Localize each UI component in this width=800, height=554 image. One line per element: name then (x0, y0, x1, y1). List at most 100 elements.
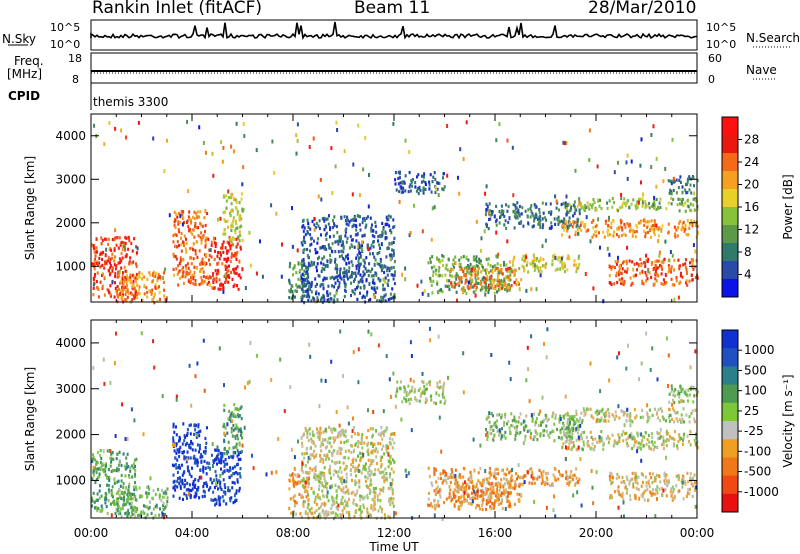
data-cell (309, 432, 312, 436)
data-cell (432, 279, 435, 283)
data-cell (692, 267, 695, 271)
data-cell (110, 469, 113, 474)
data-cell (370, 274, 373, 278)
data-cell (526, 260, 529, 264)
data-cell (375, 230, 378, 234)
data-cell (350, 473, 352, 477)
data-cell (331, 453, 334, 457)
data-cell (493, 214, 496, 218)
data-cell (347, 456, 350, 460)
data-cell (506, 494, 509, 498)
data-cell (234, 206, 237, 210)
data-cell (235, 463, 238, 467)
data-cell (308, 427, 311, 431)
data-cell (121, 274, 124, 278)
data-cell (92, 473, 95, 477)
data-cell (235, 245, 238, 249)
data-cell (190, 230, 193, 235)
data-cell (180, 231, 183, 235)
data-cell (573, 473, 576, 477)
data-cell (488, 287, 490, 291)
data-cell (198, 496, 201, 500)
data-cell (686, 219, 689, 223)
data-cell (304, 464, 307, 468)
data-cell (362, 270, 365, 274)
data-cell (236, 472, 239, 476)
data-cell (120, 289, 122, 293)
data-cell (179, 466, 181, 470)
data-cell (652, 206, 655, 210)
data-cell (390, 296, 393, 300)
data-cell (318, 479, 320, 484)
data-cell (454, 255, 457, 259)
data-cell (696, 232, 699, 236)
data-cell (351, 459, 354, 463)
data-cell (370, 470, 373, 474)
data-cell (212, 286, 215, 290)
data-cell (306, 218, 309, 222)
data-cell (99, 460, 102, 465)
data-cell (458, 276, 460, 280)
data-cell (489, 467, 492, 471)
data-cell (176, 240, 179, 244)
nave-label: Nave (746, 63, 777, 77)
data-cell (186, 219, 189, 223)
noise-cell (669, 250, 672, 254)
noise-cell (487, 210, 490, 215)
data-cell (442, 255, 445, 259)
data-cell (565, 427, 568, 431)
data-cell (125, 253, 128, 257)
data-cell (465, 499, 468, 503)
data-cell (330, 297, 333, 301)
data-cell (681, 202, 684, 206)
data-cell (475, 285, 478, 290)
data-cell (359, 273, 362, 277)
data-cell (333, 294, 336, 298)
data-cell (341, 254, 343, 258)
data-cell (160, 499, 163, 503)
data-cell (181, 473, 184, 477)
data-cell (176, 485, 179, 489)
data-cell (567, 254, 570, 258)
data-cell (510, 479, 513, 483)
data-cell (641, 197, 644, 201)
data-cell (496, 493, 499, 497)
data-cell (329, 276, 332, 280)
data-cell (162, 280, 165, 284)
data-cell (448, 496, 451, 500)
data-cell (219, 287, 222, 291)
data-cell (318, 437, 321, 441)
colorbar-cell-power-0 (722, 117, 738, 136)
data-cell (436, 485, 439, 489)
data-cell (181, 268, 184, 272)
colorbar-ticklabel-power-4: 20 (744, 178, 759, 192)
data-cell (94, 257, 97, 261)
data-cell (186, 431, 189, 435)
data-cell (661, 267, 664, 271)
data-cell (365, 216, 368, 220)
data-cell (92, 453, 94, 457)
data-cell (632, 228, 635, 232)
data-cell (331, 242, 334, 246)
data-cell (363, 272, 366, 276)
data-cell (196, 255, 199, 259)
data-cell (355, 491, 358, 495)
data-cell (116, 490, 119, 494)
data-cell (303, 485, 305, 489)
data-cell (124, 235, 127, 240)
data-cell (565, 476, 568, 480)
data-cell (662, 282, 665, 286)
data-cell (342, 250, 345, 254)
data-cell (359, 456, 362, 460)
data-cell (615, 271, 618, 275)
data-cell (409, 390, 412, 394)
data-cell (220, 253, 222, 257)
data-cell (318, 431, 321, 435)
data-cell (121, 289, 124, 293)
data-cell (574, 483, 577, 487)
data-cell (200, 238, 203, 242)
data-cell (389, 455, 392, 460)
data-cell (112, 457, 115, 461)
data-cell (545, 414, 548, 418)
data-cell (200, 452, 203, 457)
